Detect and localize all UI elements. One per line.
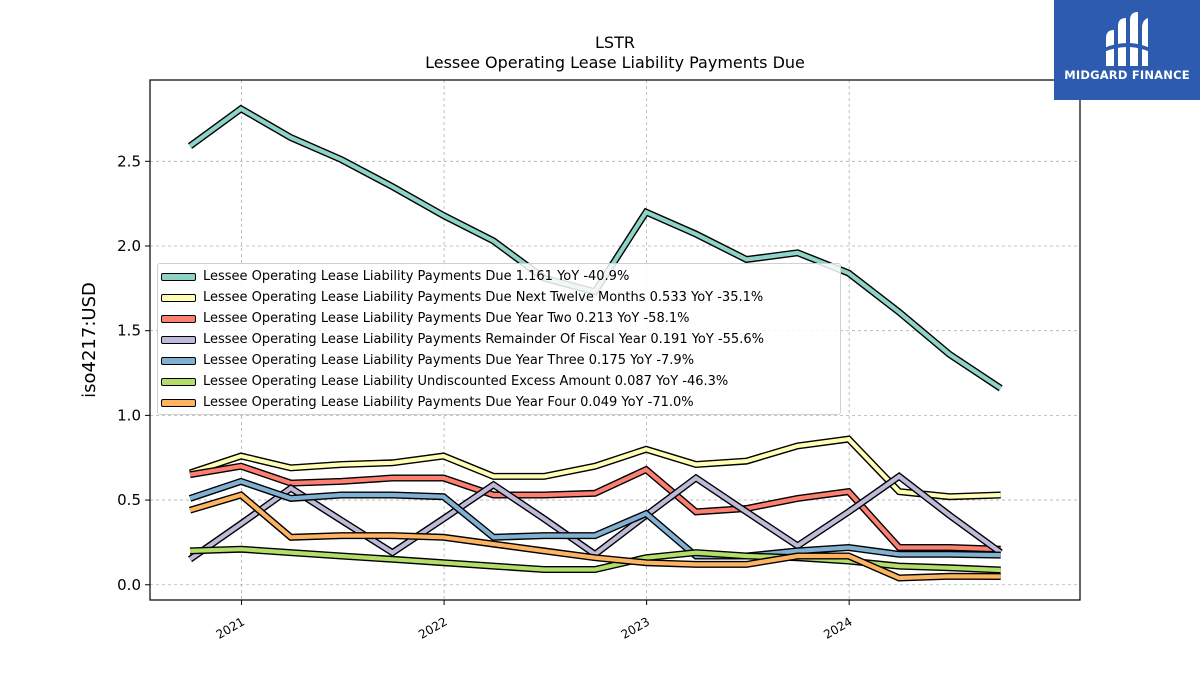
y-tick-label: 0.5 [117, 491, 141, 509]
y-tick-label: 2.0 [117, 237, 141, 255]
legend-swatch [161, 357, 196, 365]
legend-label: Lessee Operating Lease Liability Payment… [203, 353, 695, 368]
y-tick-label: 0.0 [117, 576, 141, 594]
x-tick-label: 2021 [214, 614, 247, 641]
legend-item: Lessee Operating Lease Liability Payment… [158, 393, 838, 414]
legend-swatch [161, 336, 196, 344]
legend-item: Lessee Operating Lease Liability Payment… [158, 309, 838, 330]
midgard-logo-icon [1104, 12, 1150, 66]
series-line [189, 464, 1001, 552]
series-line [188, 473, 1002, 562]
legend-label: Lessee Operating Lease Liability Payment… [203, 395, 694, 410]
legend-item: Lessee Operating Lease Liability Undisco… [158, 372, 838, 393]
y-tick-label: 2.5 [117, 152, 141, 170]
chart-subtitle: Lessee Operating Lease Liability Payment… [425, 53, 805, 72]
legend-swatch [161, 399, 196, 407]
brand-name: MIDGARD FINANCE [1064, 68, 1190, 82]
x-tick-label: 2023 [619, 614, 652, 641]
y-tick-label: 1.0 [117, 406, 141, 424]
series-line [189, 479, 1001, 559]
legend-item: Lessee Operating Lease Liability Payment… [158, 351, 838, 372]
legend-label: Lessee Operating Lease Liability Undisco… [203, 374, 729, 389]
series-lines [187, 104, 1003, 582]
legend-swatch [161, 273, 196, 281]
x-axis-ticks: 2021 2022 2023 2024 [214, 600, 855, 642]
chart-title: LSTR [595, 33, 635, 52]
legend-label: Lessee Operating Lease Liability Payment… [203, 332, 764, 347]
legend-swatch [161, 378, 196, 386]
legend-label: Lessee Operating Lease Liability Payment… [203, 290, 764, 305]
y-tick-label: 1.5 [117, 322, 141, 340]
legend-item: Lessee Operating Lease Liability Payment… [158, 288, 838, 309]
y-axis-label: iso4217:USD [79, 282, 100, 398]
legend-label: Lessee Operating Lease Liability Payment… [203, 311, 690, 326]
legend-item: Lessee Operating Lease Liability Payment… [158, 267, 838, 288]
series-line [189, 436, 1001, 499]
legend-swatch [161, 294, 196, 302]
plot-frame [149, 79, 1081, 601]
x-tick-label: 2022 [416, 614, 449, 641]
brand-logo: MIDGARD FINANCE [1054, 0, 1200, 100]
legend-swatch [161, 315, 196, 323]
chart-legend: Lessee Operating Lease Liability Payment… [157, 263, 841, 415]
series-line [189, 492, 1001, 581]
x-tick-label: 2024 [821, 614, 854, 641]
y-axis-ticks: 0.0 0.5 1.0 1.5 2.0 2.5 [117, 152, 150, 594]
legend-label: Lessee Operating Lease Liability Payment… [203, 269, 630, 284]
legend-item: Lessee Operating Lease Liability Payment… [158, 330, 838, 351]
